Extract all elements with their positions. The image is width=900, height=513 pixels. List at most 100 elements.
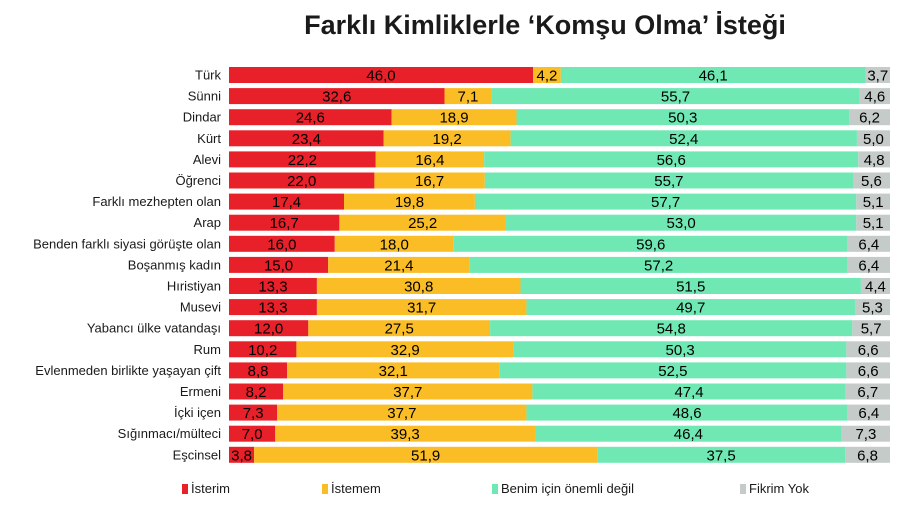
data-label: 24,6 bbox=[296, 110, 325, 127]
bar-row: Öğrenci 22,0 16,7 55,7 5,6 bbox=[175, 172, 890, 190]
bar-segment-isterim bbox=[229, 151, 376, 168]
data-label: 4,8 bbox=[864, 152, 885, 169]
bar-segment-fikrim-yok bbox=[847, 256, 890, 273]
legend-item: Benim için önemli değil bbox=[492, 481, 634, 496]
data-label: 8,8 bbox=[248, 363, 269, 380]
bar-segment-benim-icin-onemli-degil bbox=[560, 67, 866, 83]
bar-segment-fikrim-yok bbox=[845, 383, 890, 400]
data-label: 49,7 bbox=[676, 300, 705, 317]
category-label: Arap bbox=[194, 215, 221, 230]
bar-row: Rum 10,2 32,9 50,3 6,6 bbox=[194, 341, 890, 359]
data-label: 39,3 bbox=[391, 426, 420, 443]
data-label: 6,2 bbox=[859, 110, 880, 127]
bar-segment-benim-icin-onemli-degil bbox=[513, 341, 847, 358]
bar-segment-istemem bbox=[375, 151, 485, 168]
data-label: 15,0 bbox=[264, 257, 293, 274]
bar-row: Yabancı ülke vatandaşı 12,0 27,5 54,8 5,7 bbox=[87, 320, 890, 338]
data-label: 18,9 bbox=[439, 110, 468, 127]
category-label: Dindar bbox=[183, 110, 222, 125]
data-label: 37,7 bbox=[387, 405, 416, 422]
data-label: 57,2 bbox=[644, 257, 673, 274]
bar-segment-benim-icin-onemli-degil bbox=[474, 193, 857, 210]
data-label: 5,1 bbox=[863, 215, 884, 232]
bar-segment-benim-icin-onemli-degil bbox=[453, 235, 848, 252]
data-label: 48,6 bbox=[672, 405, 701, 422]
bar-segment-benim-icin-onemli-degil bbox=[510, 130, 857, 147]
data-label: 51,5 bbox=[676, 279, 705, 296]
bar-row: Boşanmış kadın 15,0 21,4 57,2 6,4 bbox=[128, 256, 890, 274]
data-label: 55,7 bbox=[661, 89, 690, 106]
data-label: 54,8 bbox=[657, 321, 686, 338]
bar-row: Sığınmacı/mülteci 7,0 39,3 46,4 7,3 bbox=[118, 425, 890, 443]
data-label: 19,8 bbox=[395, 194, 424, 211]
data-label: 46,0 bbox=[366, 68, 395, 85]
data-label: 46,4 bbox=[674, 426, 703, 443]
bar-segment-isterim bbox=[229, 88, 445, 105]
bar-segment-fikrim-yok bbox=[854, 299, 890, 316]
bar-segment-fikrim-yok bbox=[856, 193, 890, 210]
bar-segment-fikrim-yok bbox=[852, 320, 890, 337]
bar-segment-istemem bbox=[391, 109, 517, 126]
legend-label: Benim için önemli değil bbox=[501, 481, 634, 496]
data-label: 31,7 bbox=[407, 300, 436, 317]
data-label: 22,0 bbox=[287, 173, 316, 190]
bar-row: Dindar 24,6 18,9 50,3 6,2 bbox=[183, 109, 890, 127]
data-label: 7,3 bbox=[855, 426, 876, 443]
data-label: 7,0 bbox=[242, 426, 263, 443]
bar-segment-fikrim-yok bbox=[865, 67, 890, 83]
bar-row: Evlenmeden birlikte yaşayan çift 8,8 32,1 5… bbox=[35, 362, 890, 380]
bar-segment-isterim bbox=[229, 320, 309, 337]
data-label: 5,1 bbox=[863, 194, 884, 211]
data-label: 56,6 bbox=[657, 152, 686, 169]
bar-segment-fikrim-yok bbox=[859, 88, 890, 105]
legend-label: İstemem bbox=[331, 481, 381, 496]
bar-segment-benim-icin-onemli-degil bbox=[484, 172, 853, 189]
bar-segment-istemem bbox=[444, 88, 492, 105]
data-label: 6,4 bbox=[858, 257, 879, 274]
data-label: 5,6 bbox=[861, 173, 882, 190]
bar-segment-istemem bbox=[383, 130, 511, 147]
data-label: 10,2 bbox=[248, 342, 277, 359]
category-label: Eşcinsel bbox=[173, 447, 222, 462]
bar-segment-isterim bbox=[229, 130, 384, 147]
bar-segment-fikrim-yok bbox=[846, 362, 890, 379]
bar-segment-isterim bbox=[229, 193, 345, 210]
bar-segment-istemem bbox=[254, 446, 598, 463]
data-label: 7,1 bbox=[458, 89, 479, 106]
bar-segment-benim-icin-onemli-degil bbox=[490, 320, 853, 337]
bar-segment-fikrim-yok bbox=[856, 214, 890, 231]
data-label: 4,6 bbox=[864, 89, 885, 106]
bar-segment-isterim bbox=[229, 172, 375, 189]
category-label: Evlenmeden birlikte yaşayan çift bbox=[35, 363, 221, 378]
bar-segment-benim-icin-onemli-degil bbox=[532, 383, 846, 400]
data-label: 32,9 bbox=[391, 342, 420, 359]
bar-segment-fikrim-yok bbox=[847, 235, 890, 252]
bar-segment-isterim bbox=[229, 235, 335, 252]
category-label: İçki içen bbox=[174, 405, 221, 420]
bar-segment-fikrim-yok bbox=[845, 446, 890, 463]
legend-item: İstemem bbox=[322, 481, 381, 496]
data-label: 16,7 bbox=[270, 215, 299, 232]
bar-segment-istemem bbox=[344, 193, 475, 210]
legend-item: İsterim bbox=[182, 481, 230, 496]
category-label: Sünni bbox=[188, 89, 221, 104]
data-label: 55,7 bbox=[654, 173, 683, 190]
bar-segment-istemem bbox=[316, 278, 521, 294]
data-label: 13,3 bbox=[258, 300, 287, 317]
bar-segment-benim-icin-onemli-degil bbox=[597, 446, 846, 463]
bar-segment-benim-icin-onemli-degil bbox=[499, 362, 847, 379]
data-label: 13,3 bbox=[258, 279, 287, 296]
bar-segment-fikrim-yok bbox=[841, 425, 890, 442]
bar-segment-istemem bbox=[533, 67, 561, 83]
category-label: Yabancı ülke vatandaşı bbox=[87, 321, 221, 336]
bar-segment-istemem bbox=[339, 214, 506, 231]
bar-row: Ermeni 8,2 37,7 47,4 6,7 bbox=[180, 383, 890, 401]
legend: İsterim İstemem Benim için önemli değil Fik… bbox=[182, 481, 809, 496]
category-label: Türk bbox=[195, 68, 222, 83]
bar-segment-isterim bbox=[229, 256, 329, 273]
data-label: 57,7 bbox=[651, 194, 680, 211]
legend-swatch bbox=[182, 484, 188, 494]
bar-segment-isterim bbox=[229, 404, 278, 421]
data-label: 52,4 bbox=[669, 131, 698, 148]
